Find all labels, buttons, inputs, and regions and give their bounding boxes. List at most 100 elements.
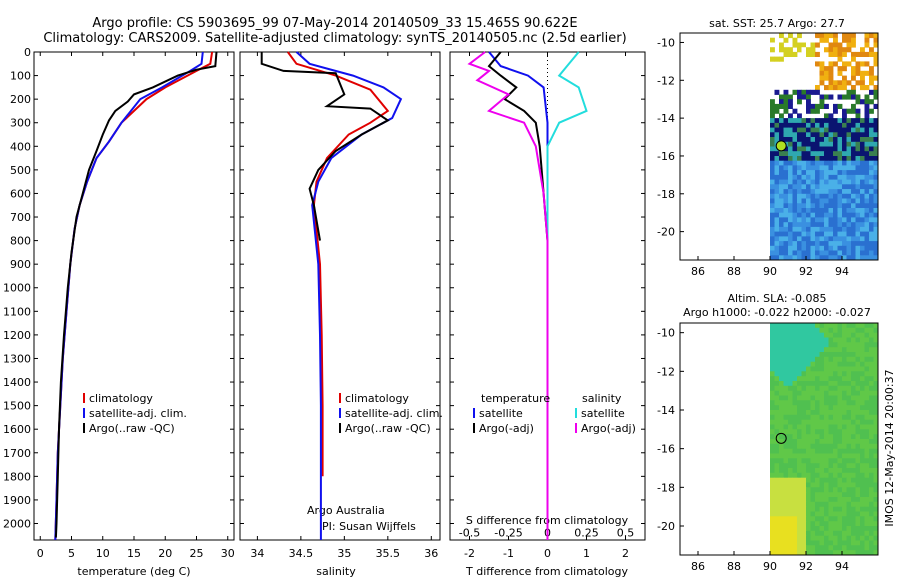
sla-map-cell bbox=[869, 526, 874, 532]
sst-map-cell bbox=[788, 51, 793, 57]
sla-map-cell bbox=[833, 405, 838, 411]
sla-map-cell bbox=[797, 429, 802, 435]
sst-map-cell bbox=[864, 222, 870, 228]
sst-map-cell bbox=[797, 99, 802, 105]
sla-map-cell bbox=[873, 443, 879, 449]
sst-map-cell bbox=[873, 160, 879, 166]
sst-map-cell bbox=[801, 132, 807, 138]
sst-map-cell bbox=[851, 132, 856, 138]
sla-map-cell bbox=[833, 526, 838, 532]
sla-map-cell bbox=[837, 342, 843, 348]
sla-map-cell bbox=[864, 410, 870, 416]
sst-map-cell bbox=[801, 122, 807, 128]
sst-map-cell bbox=[855, 222, 861, 228]
sst-map-cell bbox=[864, 132, 870, 138]
sst-map-cell bbox=[873, 170, 879, 176]
sla-map-cell bbox=[801, 419, 807, 425]
sla-map-cell bbox=[828, 550, 834, 556]
sst-map-cell bbox=[824, 222, 829, 228]
sst-map-cell bbox=[801, 160, 807, 166]
sst-map-cell bbox=[774, 179, 780, 185]
sla-map-cell bbox=[869, 448, 874, 454]
sla-map-cell bbox=[873, 429, 879, 435]
sst-map-cell bbox=[783, 89, 789, 95]
sst-map-cell bbox=[810, 179, 816, 185]
sla-map-cell bbox=[779, 501, 784, 507]
sla-map-cell bbox=[783, 337, 789, 343]
sst-map-cell bbox=[851, 193, 856, 199]
sla-map-cell bbox=[788, 424, 793, 430]
difference-series-0-line bbox=[488, 51, 549, 540]
sla-map-cell bbox=[810, 347, 816, 353]
sla-map-cell bbox=[824, 540, 829, 546]
sst-map-cell bbox=[774, 66, 780, 72]
sst-map-cell bbox=[815, 203, 820, 209]
sla-map-cell bbox=[774, 482, 780, 488]
sla-map-cell bbox=[824, 414, 829, 420]
sla-map-cell bbox=[770, 472, 775, 478]
sst-map-cell bbox=[788, 208, 793, 214]
sla-map-cell bbox=[815, 371, 820, 377]
sla-map-cell bbox=[860, 506, 865, 512]
sla-map-cell bbox=[774, 332, 780, 338]
sla-map-cell bbox=[788, 453, 793, 459]
sla-map-cell bbox=[779, 443, 784, 449]
sst-map-cell bbox=[770, 56, 775, 62]
sst-map-cell bbox=[810, 217, 816, 223]
sst-map-cell bbox=[855, 174, 861, 180]
sst-map-cell bbox=[815, 51, 820, 57]
sla-map-cell bbox=[864, 550, 870, 556]
sla-map-cell bbox=[779, 356, 784, 362]
sst-map-cell bbox=[819, 146, 825, 152]
sla-map-cell bbox=[806, 482, 811, 488]
sla-map-cell bbox=[851, 410, 856, 416]
sst-map-cell bbox=[837, 85, 843, 91]
temperature-axes-frame bbox=[33, 51, 235, 541]
sla-map-cell bbox=[833, 371, 838, 377]
sst-map-cell bbox=[815, 189, 820, 195]
sla-map-cell bbox=[783, 366, 789, 372]
sst-map-argo-marker bbox=[775, 140, 787, 152]
sst-map-cell bbox=[770, 241, 775, 247]
sst-map-cell bbox=[864, 193, 870, 199]
sla-map-cell bbox=[783, 545, 789, 551]
sst-map-cell bbox=[819, 174, 825, 180]
sla-map-cell bbox=[869, 327, 874, 333]
sst-map-cell bbox=[779, 151, 784, 157]
sla-map-cell bbox=[783, 530, 789, 536]
sst-map-cell bbox=[797, 184, 802, 190]
salinity-difference-tick-label: -0.5 bbox=[459, 527, 480, 540]
sst-map-cell bbox=[806, 160, 811, 166]
sst-map-cell bbox=[824, 193, 829, 199]
sla-map-cell bbox=[801, 410, 807, 416]
sla-map-cell bbox=[860, 385, 865, 391]
sla-map-cell bbox=[828, 356, 834, 362]
sla-map-cell bbox=[810, 545, 816, 551]
sst-map-cell bbox=[810, 156, 816, 162]
depth-tick-label: 1600 bbox=[3, 423, 31, 436]
sst-map-cell bbox=[864, 127, 870, 133]
sla-map-cell bbox=[806, 540, 811, 546]
sla-map-cell bbox=[819, 472, 825, 478]
sst-map-cell bbox=[819, 212, 825, 218]
sla-map-cell bbox=[860, 501, 865, 507]
sla-map-cell bbox=[837, 327, 843, 333]
sla-map-cell bbox=[783, 468, 789, 474]
sla-map-cell bbox=[779, 376, 784, 382]
sst-map-cell bbox=[842, 108, 847, 114]
sst-map-cell bbox=[779, 255, 784, 261]
depth-tick-label: 1100 bbox=[3, 305, 31, 318]
sla-map-cell bbox=[828, 385, 834, 391]
sst-map-cell bbox=[837, 193, 843, 199]
sla-map-cell bbox=[846, 506, 852, 512]
sst-map-cell bbox=[846, 156, 852, 162]
sla-map-cell bbox=[837, 429, 843, 435]
sst-map-cell bbox=[851, 255, 856, 261]
sla-map-cell bbox=[815, 468, 820, 474]
sla-map-cell bbox=[774, 458, 780, 464]
depth-tick-label: 1400 bbox=[3, 376, 31, 389]
sla-map-cell bbox=[810, 521, 816, 527]
sst-map-cell bbox=[797, 226, 802, 232]
sla-map-cell bbox=[869, 487, 874, 493]
sla-map-cell bbox=[828, 332, 834, 338]
